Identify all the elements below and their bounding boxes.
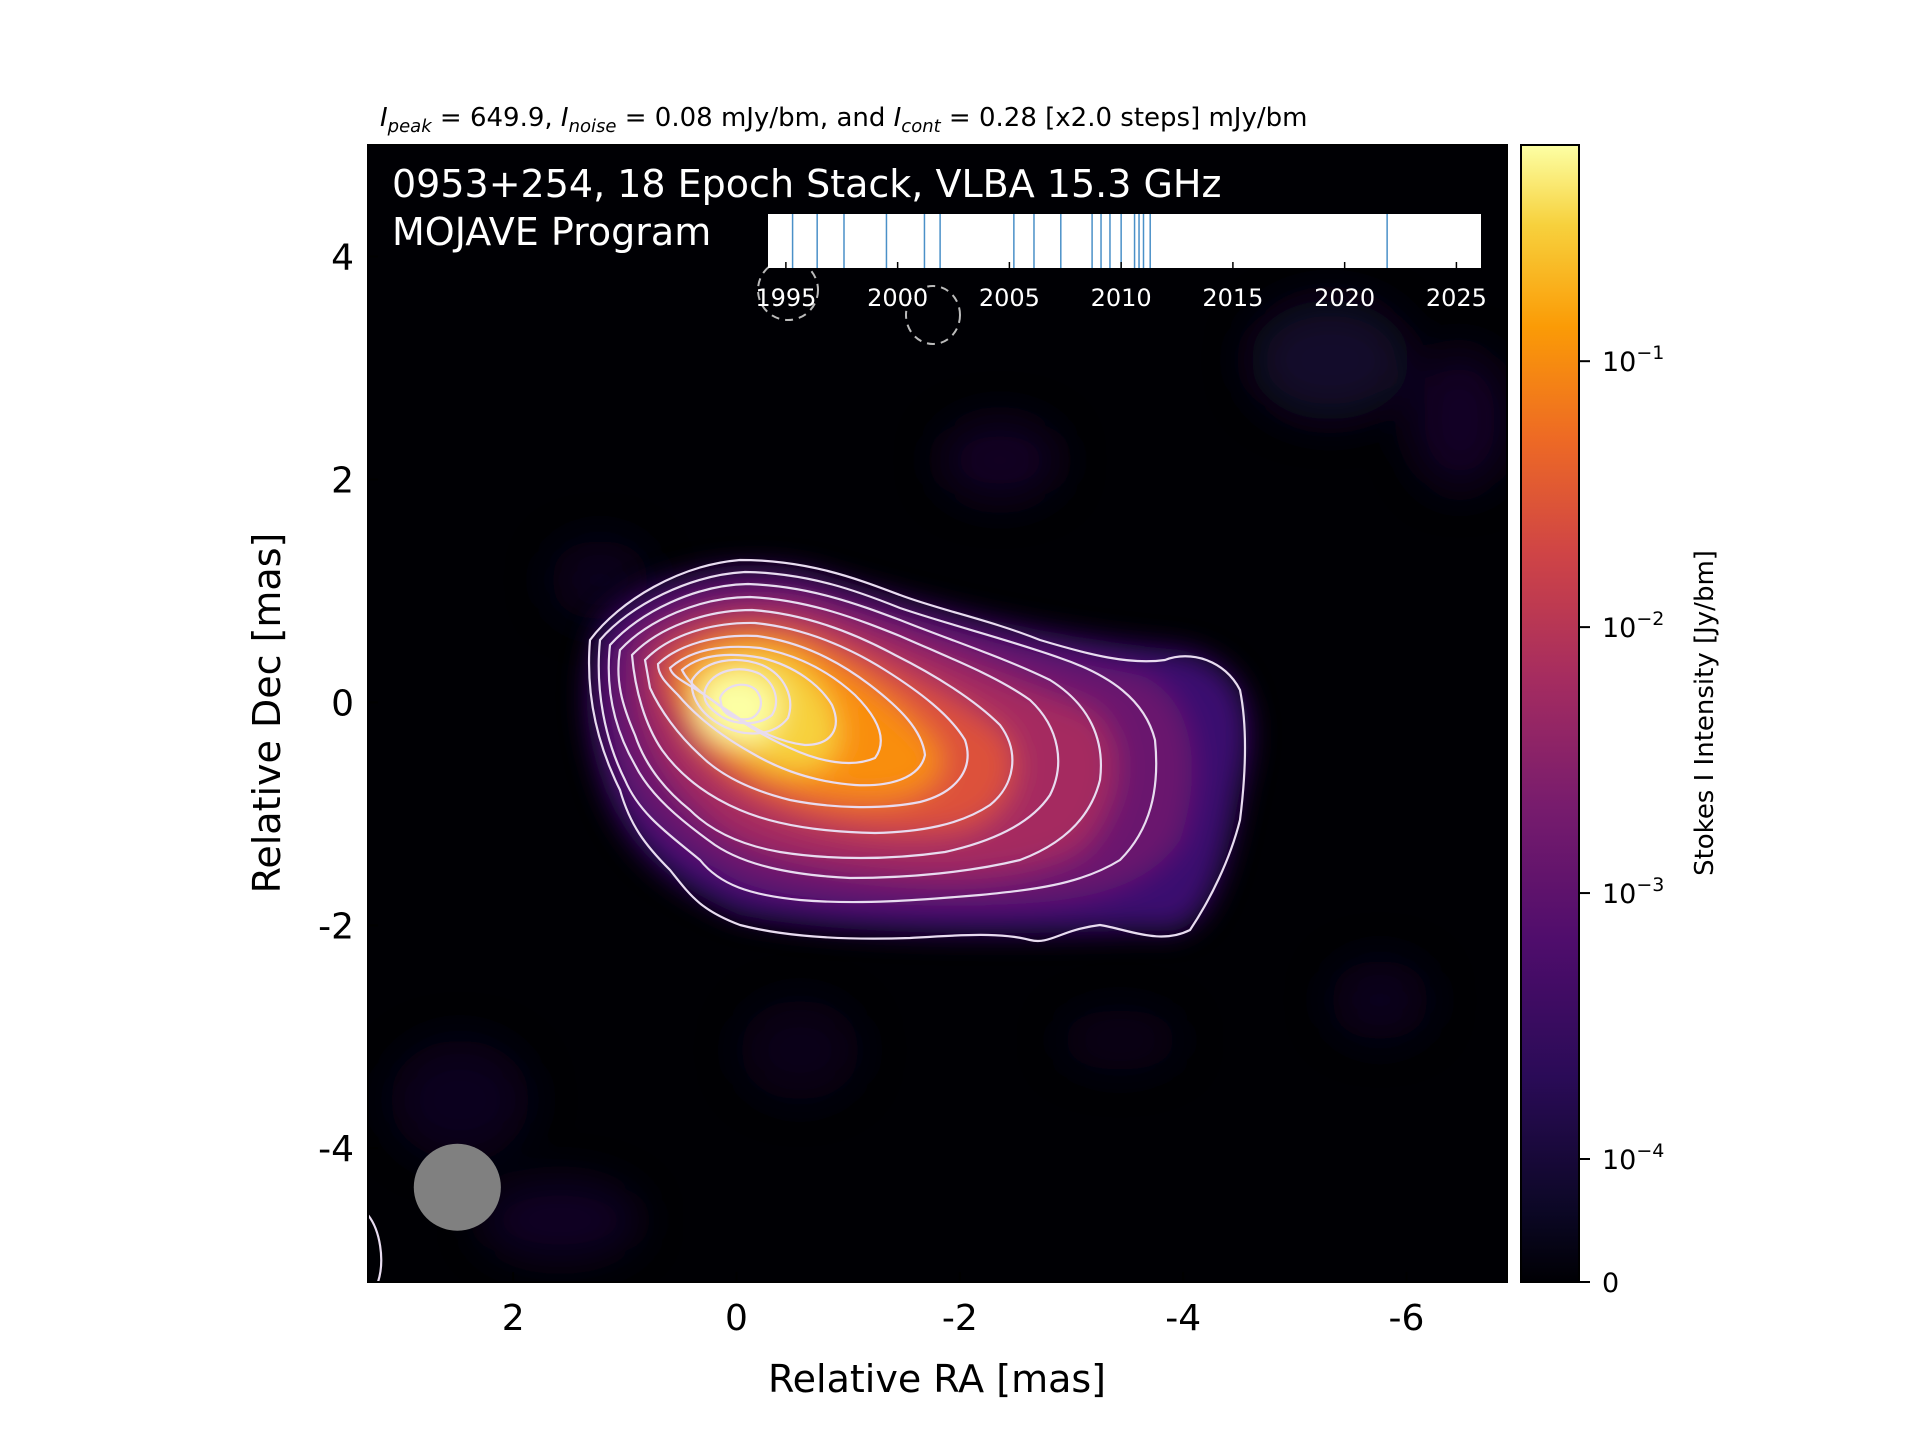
- x-tick-label: -2: [942, 1298, 978, 1339]
- peak-sub: peak: [387, 116, 434, 137]
- colorbar-gradient: [1520, 144, 1580, 1283]
- contour-6: [643, 621, 969, 809]
- contour-9: [680, 653, 837, 747]
- epoch-lines: [791, 214, 1388, 268]
- y-tick-label: 0: [331, 683, 354, 724]
- x-tick-label: 2: [502, 1298, 525, 1339]
- contour-3: [607, 582, 1102, 880]
- contour-2: [597, 570, 1158, 904]
- contour-5: [630, 608, 1014, 835]
- contour-edge: [368, 1214, 383, 1282]
- noise-label: I: [561, 103, 569, 133]
- timeline-box: [768, 214, 1481, 268]
- colorbar-tick-label: 10−3: [1602, 874, 1664, 910]
- y-tick-label: 2: [331, 460, 354, 501]
- y-axis: 4 2 0 -2 -4: [318, 237, 378, 1170]
- timeline-tick-label: 2025: [1426, 284, 1487, 312]
- contour-4: [617, 595, 1060, 860]
- colorbar-tick-label: 0: [1602, 1268, 1619, 1299]
- x-tick-label: -4: [1165, 1298, 1201, 1339]
- header-stats: Ipeak = 649.9, Inoise = 0.08 mJy/bm, and…: [380, 103, 1307, 137]
- dashed-circle-2: [905, 285, 961, 345]
- peak-value: = 649.9,: [432, 103, 561, 133]
- epoch-timeline-inset: 1995 2000 2005 2010 2015 2020 2025: [755, 214, 1487, 312]
- image-panel: 1995 2000 2005 2010 2015 2020 2025 0953+254, 1…: [367, 144, 1508, 1283]
- jet-emission: [588, 568, 1250, 933]
- beam-ellipse: [413, 1143, 501, 1231]
- timeline-tick-label: 2010: [1091, 284, 1152, 312]
- colorbar: 10−1 10−2 10−3 10−4 0 Stokes I Intensity [Jy…: [1520, 144, 1720, 1299]
- y-tick-label: -2: [318, 906, 354, 947]
- x-axis-label: Relative RA [mas]: [768, 1357, 1106, 1401]
- x-axis: 2 0 -2 -4 -6: [502, 1272, 1425, 1339]
- noise-sub: noise: [569, 116, 617, 137]
- colorbar-tick-label: 10−4: [1602, 1140, 1664, 1176]
- x-tick-label: 0: [725, 1298, 748, 1339]
- timeline-tick-label: 2020: [1314, 284, 1375, 312]
- contour-11: [703, 668, 778, 725]
- chart-title-line1: 0953+254, 18 Epoch Stack, VLBA 15.3 GHz: [392, 162, 1221, 206]
- y-axis-label: Relative Dec [mas]: [245, 533, 289, 894]
- timeline-tick-label: 2015: [1202, 284, 1263, 312]
- y-tick-label: 4: [331, 237, 354, 278]
- contours: [368, 558, 1247, 1282]
- timeline-tick-label: 2000: [867, 284, 928, 312]
- cont-value: = 0.28 [x2.0 steps] mJy/bm: [941, 103, 1308, 133]
- colorbar-tick-label: 10−2: [1602, 608, 1664, 644]
- timeline-ticks: 1995 2000 2005 2010 2015 2020 2025: [755, 262, 1487, 312]
- cont-label: I: [894, 103, 902, 133]
- contour-1: [587, 558, 1247, 943]
- timeline-tick-label: 2005: [979, 284, 1040, 312]
- colorbar-ticks: 10−1 10−2 10−3 10−4 0: [1579, 342, 1664, 1299]
- noise-value: = 0.08 mJy/bm, and: [616, 103, 893, 133]
- colorbar-tick-label: 10−1: [1602, 342, 1664, 378]
- contour-7: [656, 634, 927, 787]
- x-tick-label: -6: [1389, 1298, 1425, 1339]
- image-frame: [367, 144, 1508, 1283]
- y-tick-label: -4: [318, 1129, 354, 1170]
- peak-label: I: [380, 103, 388, 133]
- timeline-tick-label: 1995: [755, 284, 816, 312]
- cont-sub: cont: [901, 116, 941, 137]
- colorbar-label: Stokes I Intensity [Jy/bm]: [1690, 550, 1720, 876]
- chart-title-line2: MOJAVE Program: [392, 210, 711, 254]
- contour-12: [718, 683, 762, 721]
- contour-10: [690, 658, 792, 735]
- background-noise: [390, 300, 1507, 1260]
